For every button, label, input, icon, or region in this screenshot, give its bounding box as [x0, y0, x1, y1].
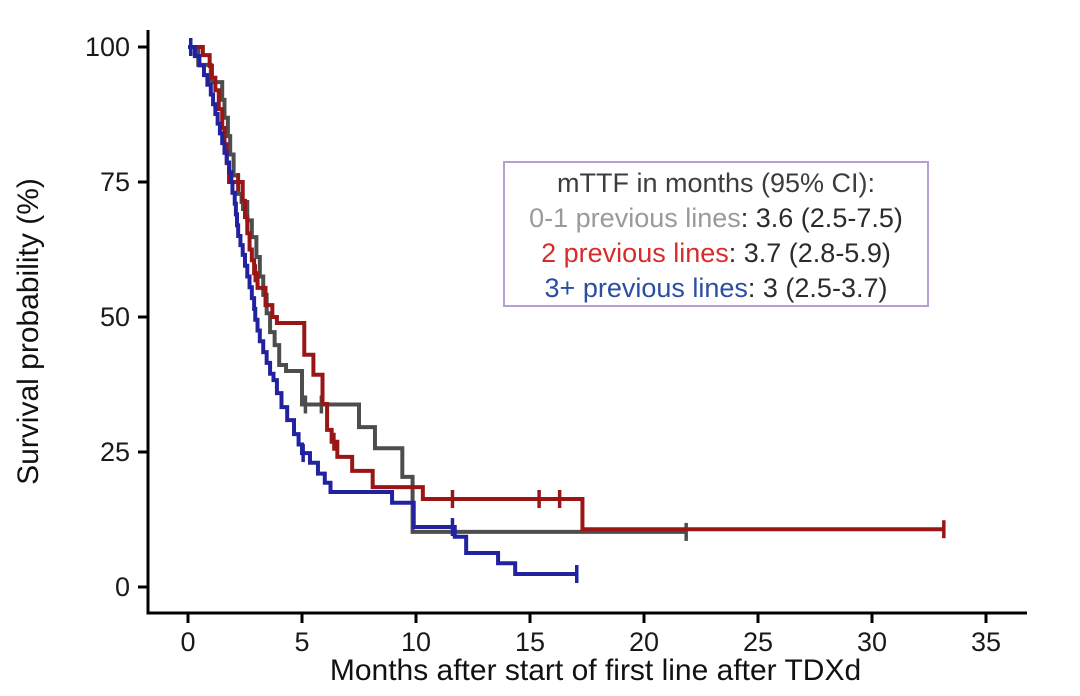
- x-tick-label: 10: [401, 627, 431, 657]
- y-tick-label: 50: [100, 302, 130, 332]
- x-tick-label: 5: [294, 627, 309, 657]
- legend-label-0-1-previous-lines: 0-1 previous lines: [529, 203, 741, 233]
- legend-box: mTTF in months (95% CI): 0-1 previous li…: [503, 161, 929, 307]
- y-tick-label: 25: [100, 437, 130, 467]
- y-axis-title: Survival probability (%): [12, 178, 45, 485]
- x-tick-label: 25: [743, 627, 773, 657]
- survival-curve-0-1-previous-lines: [188, 45, 688, 534]
- x-axis-title: Months after start of first line after T…: [330, 654, 861, 687]
- legend-row-0-1-previous-lines: 0-1 previous lines: 3.6 (2.5-7.5): [505, 201, 927, 236]
- survival-curve-3-previous-lines: [188, 45, 578, 577]
- legend-value-3plus-previous-lines: : 3 (2.5-3.7): [747, 273, 888, 303]
- x-tick-label: 0: [180, 627, 195, 657]
- y-tick-label: 0: [115, 572, 130, 602]
- legend-value-2-previous-lines: : 3.7 (2.8-5.9): [728, 238, 891, 268]
- x-tick-label: 30: [857, 627, 887, 657]
- x-tick-label: 20: [629, 627, 659, 657]
- legend-row-3plus-previous-lines: 3+ previous lines: 3 (2.5-3.7): [505, 271, 927, 306]
- legend-value-0-1-previous-lines: : 3.6 (2.5-7.5): [740, 203, 903, 233]
- x-tick-label: 15: [515, 627, 545, 657]
- legend-label-3plus-previous-lines: 3+ previous lines: [544, 273, 748, 303]
- legend-title: mTTF in months (95% CI):: [556, 168, 876, 198]
- legend-row-2-previous-lines: 2 previous lines: 3.7 (2.8-5.9): [505, 236, 927, 271]
- legend-label-2-previous-lines: 2 previous lines: [541, 238, 729, 268]
- y-tick-label: 75: [100, 167, 130, 197]
- y-tick-label: 100: [85, 32, 130, 62]
- x-tick-label: 35: [971, 627, 1001, 657]
